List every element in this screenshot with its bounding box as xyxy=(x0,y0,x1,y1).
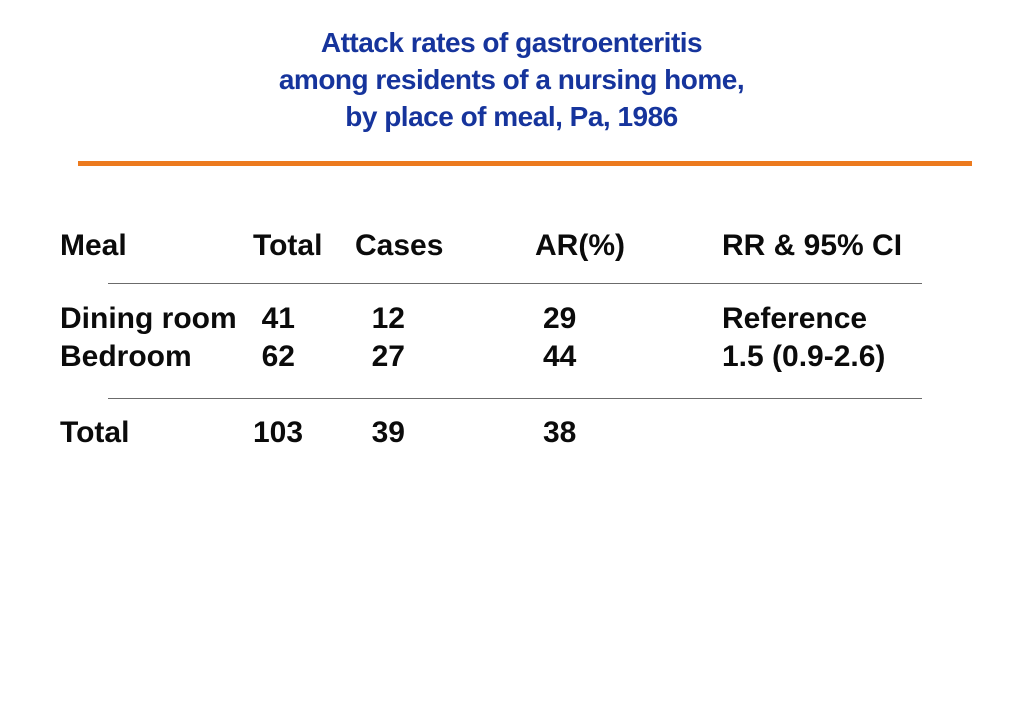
cell-total: 62 xyxy=(261,340,295,373)
table-row-dining-room: Dining room 41 12 29 Reference xyxy=(60,300,922,338)
cell-total: 103 xyxy=(253,416,304,449)
slide-title-line-1: Attack rates of gastroenteritis xyxy=(320,27,703,58)
attack-rate-table: Meal Total Cases AR(%) RR & 95% CI Dinin… xyxy=(60,227,922,452)
cell-meal: Total xyxy=(60,416,130,449)
table-body: Dining room 41 12 29 Reference Bedroom 6… xyxy=(60,300,922,376)
cell-total: 41 xyxy=(261,302,295,335)
table-header-row: Meal Total Cases AR(%) RR & 95% CI xyxy=(60,227,922,265)
cell-ar: 29 xyxy=(543,302,577,335)
header-cases: Cases xyxy=(355,229,444,262)
table-row-total: Total 103 39 38 xyxy=(60,414,922,452)
header-divider-line xyxy=(108,283,922,284)
cell-cases: 27 xyxy=(371,340,405,373)
header-meal: Meal xyxy=(60,229,127,262)
cell-meal: Bedroom xyxy=(60,340,192,373)
cell-rr xyxy=(722,414,922,452)
slide-title: Attack rates of gastroenteritis among re… xyxy=(0,24,1023,135)
cell-ar: 44 xyxy=(543,340,577,373)
cell-cases: 39 xyxy=(371,416,405,449)
cell-meal: Dining room xyxy=(60,302,237,335)
total-divider-line xyxy=(108,398,922,399)
cell-cases: 12 xyxy=(371,302,405,335)
table-row-bedroom: Bedroom 62 27 44 1.5 (0.9-2.6) xyxy=(60,338,922,376)
title-accent-rule xyxy=(78,161,972,166)
slide-title-line-3: by place of meal, Pa, 1986 xyxy=(345,101,678,132)
cell-rr: Reference xyxy=(722,302,868,335)
header-ar: AR(%) xyxy=(535,229,625,262)
cell-ar: 38 xyxy=(543,416,577,449)
header-total: Total xyxy=(253,229,323,262)
header-rr: RR & 95% CI xyxy=(722,229,903,262)
cell-rr: 1.5 (0.9-2.6) xyxy=(722,340,886,373)
slide-title-line-2: among residents of a nursing home, xyxy=(278,64,745,95)
